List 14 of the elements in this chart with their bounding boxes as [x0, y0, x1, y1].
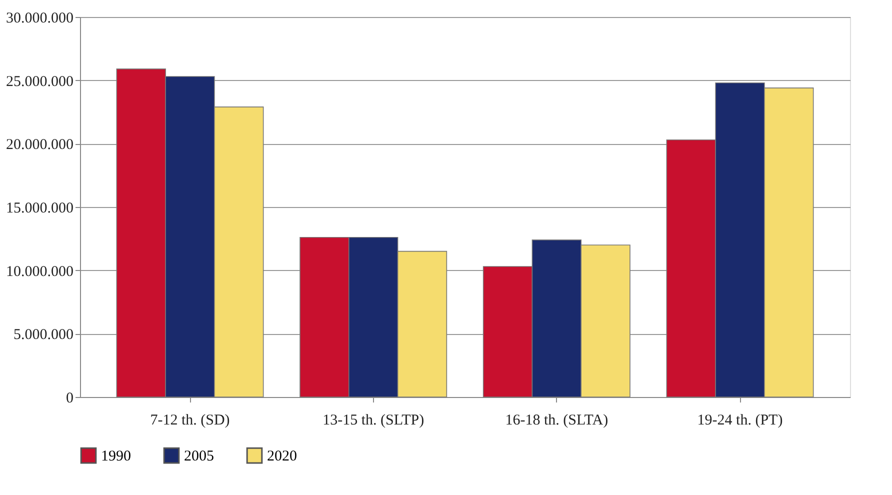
legend-label: 2005 — [184, 448, 214, 465]
legend-label: 2020 — [267, 448, 297, 465]
x-tick-label: 19-24 th. (PT) — [697, 412, 783, 428]
y-tick-label: 20.000.000 — [6, 137, 74, 154]
legend-label: 1990 — [101, 448, 131, 465]
y-tick-label: 5.000.000 — [14, 327, 74, 344]
x-tick-label: 7-12 th. (SD) — [150, 412, 230, 428]
x-tick-label: 13-15 th. (SLTP) — [322, 412, 424, 428]
y-tick-label: 25.000.000 — [6, 74, 74, 90]
x-tick-label: 16-18 th. (SLTA) — [505, 412, 608, 428]
y-tick-label: 0 — [66, 390, 74, 406]
y-tick-label: 30.000.000 — [6, 10, 74, 26]
y-tick-label: 15.000.000 — [6, 200, 74, 216]
y-tick-label: 10.000.000 — [6, 264, 74, 280]
